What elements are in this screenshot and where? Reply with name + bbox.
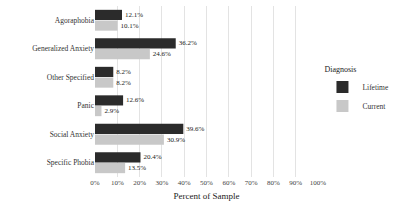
svg-text:30.9%: 30.9% <box>167 136 185 144</box>
svg-text:24.6%: 24.6% <box>153 50 171 58</box>
svg-text:2.9%: 2.9% <box>104 107 119 115</box>
svg-text:10.1%: 10.1% <box>121 22 139 30</box>
svg-text:70%: 70% <box>245 179 258 187</box>
svg-text:Other Specified: Other Specified <box>47 73 95 82</box>
svg-text:20.4%: 20.4% <box>143 153 161 161</box>
svg-text:Panic: Panic <box>77 101 94 110</box>
svg-text:Social Anxiety: Social Anxiety <box>50 130 95 139</box>
svg-text:0%: 0% <box>90 179 100 187</box>
svg-text:80%: 80% <box>267 179 280 187</box>
svg-text:8.2%: 8.2% <box>116 79 131 87</box>
svg-text:Specific Phobia: Specific Phobia <box>47 158 95 167</box>
svg-text:50%: 50% <box>200 179 213 187</box>
svg-text:90%: 90% <box>289 179 302 187</box>
svg-text:12.1%: 12.1% <box>125 11 143 19</box>
svg-text:Percent of Sample: Percent of Sample <box>174 191 240 201</box>
svg-text:Diagnosis: Diagnosis <box>324 65 356 74</box>
svg-text:20%: 20% <box>133 179 146 187</box>
svg-text:Current: Current <box>362 102 386 111</box>
svg-text:Generalized Anxiety: Generalized Anxiety <box>32 44 94 53</box>
svg-text:Agoraphobia: Agoraphobia <box>55 16 95 25</box>
svg-text:36.2%: 36.2% <box>179 39 197 47</box>
svg-text:Lifetime: Lifetime <box>362 83 388 92</box>
svg-text:12.6%: 12.6% <box>126 96 144 104</box>
svg-text:100%: 100% <box>310 179 327 187</box>
svg-text:13.5%: 13.5% <box>128 164 146 172</box>
svg-text:10%: 10% <box>111 179 124 187</box>
svg-text:60%: 60% <box>222 179 235 187</box>
svg-text:40%: 40% <box>178 179 191 187</box>
svg-text:39.6%: 39.6% <box>186 125 204 133</box>
svg-text:30%: 30% <box>155 179 168 187</box>
svg-text:8.2%: 8.2% <box>116 68 131 76</box>
